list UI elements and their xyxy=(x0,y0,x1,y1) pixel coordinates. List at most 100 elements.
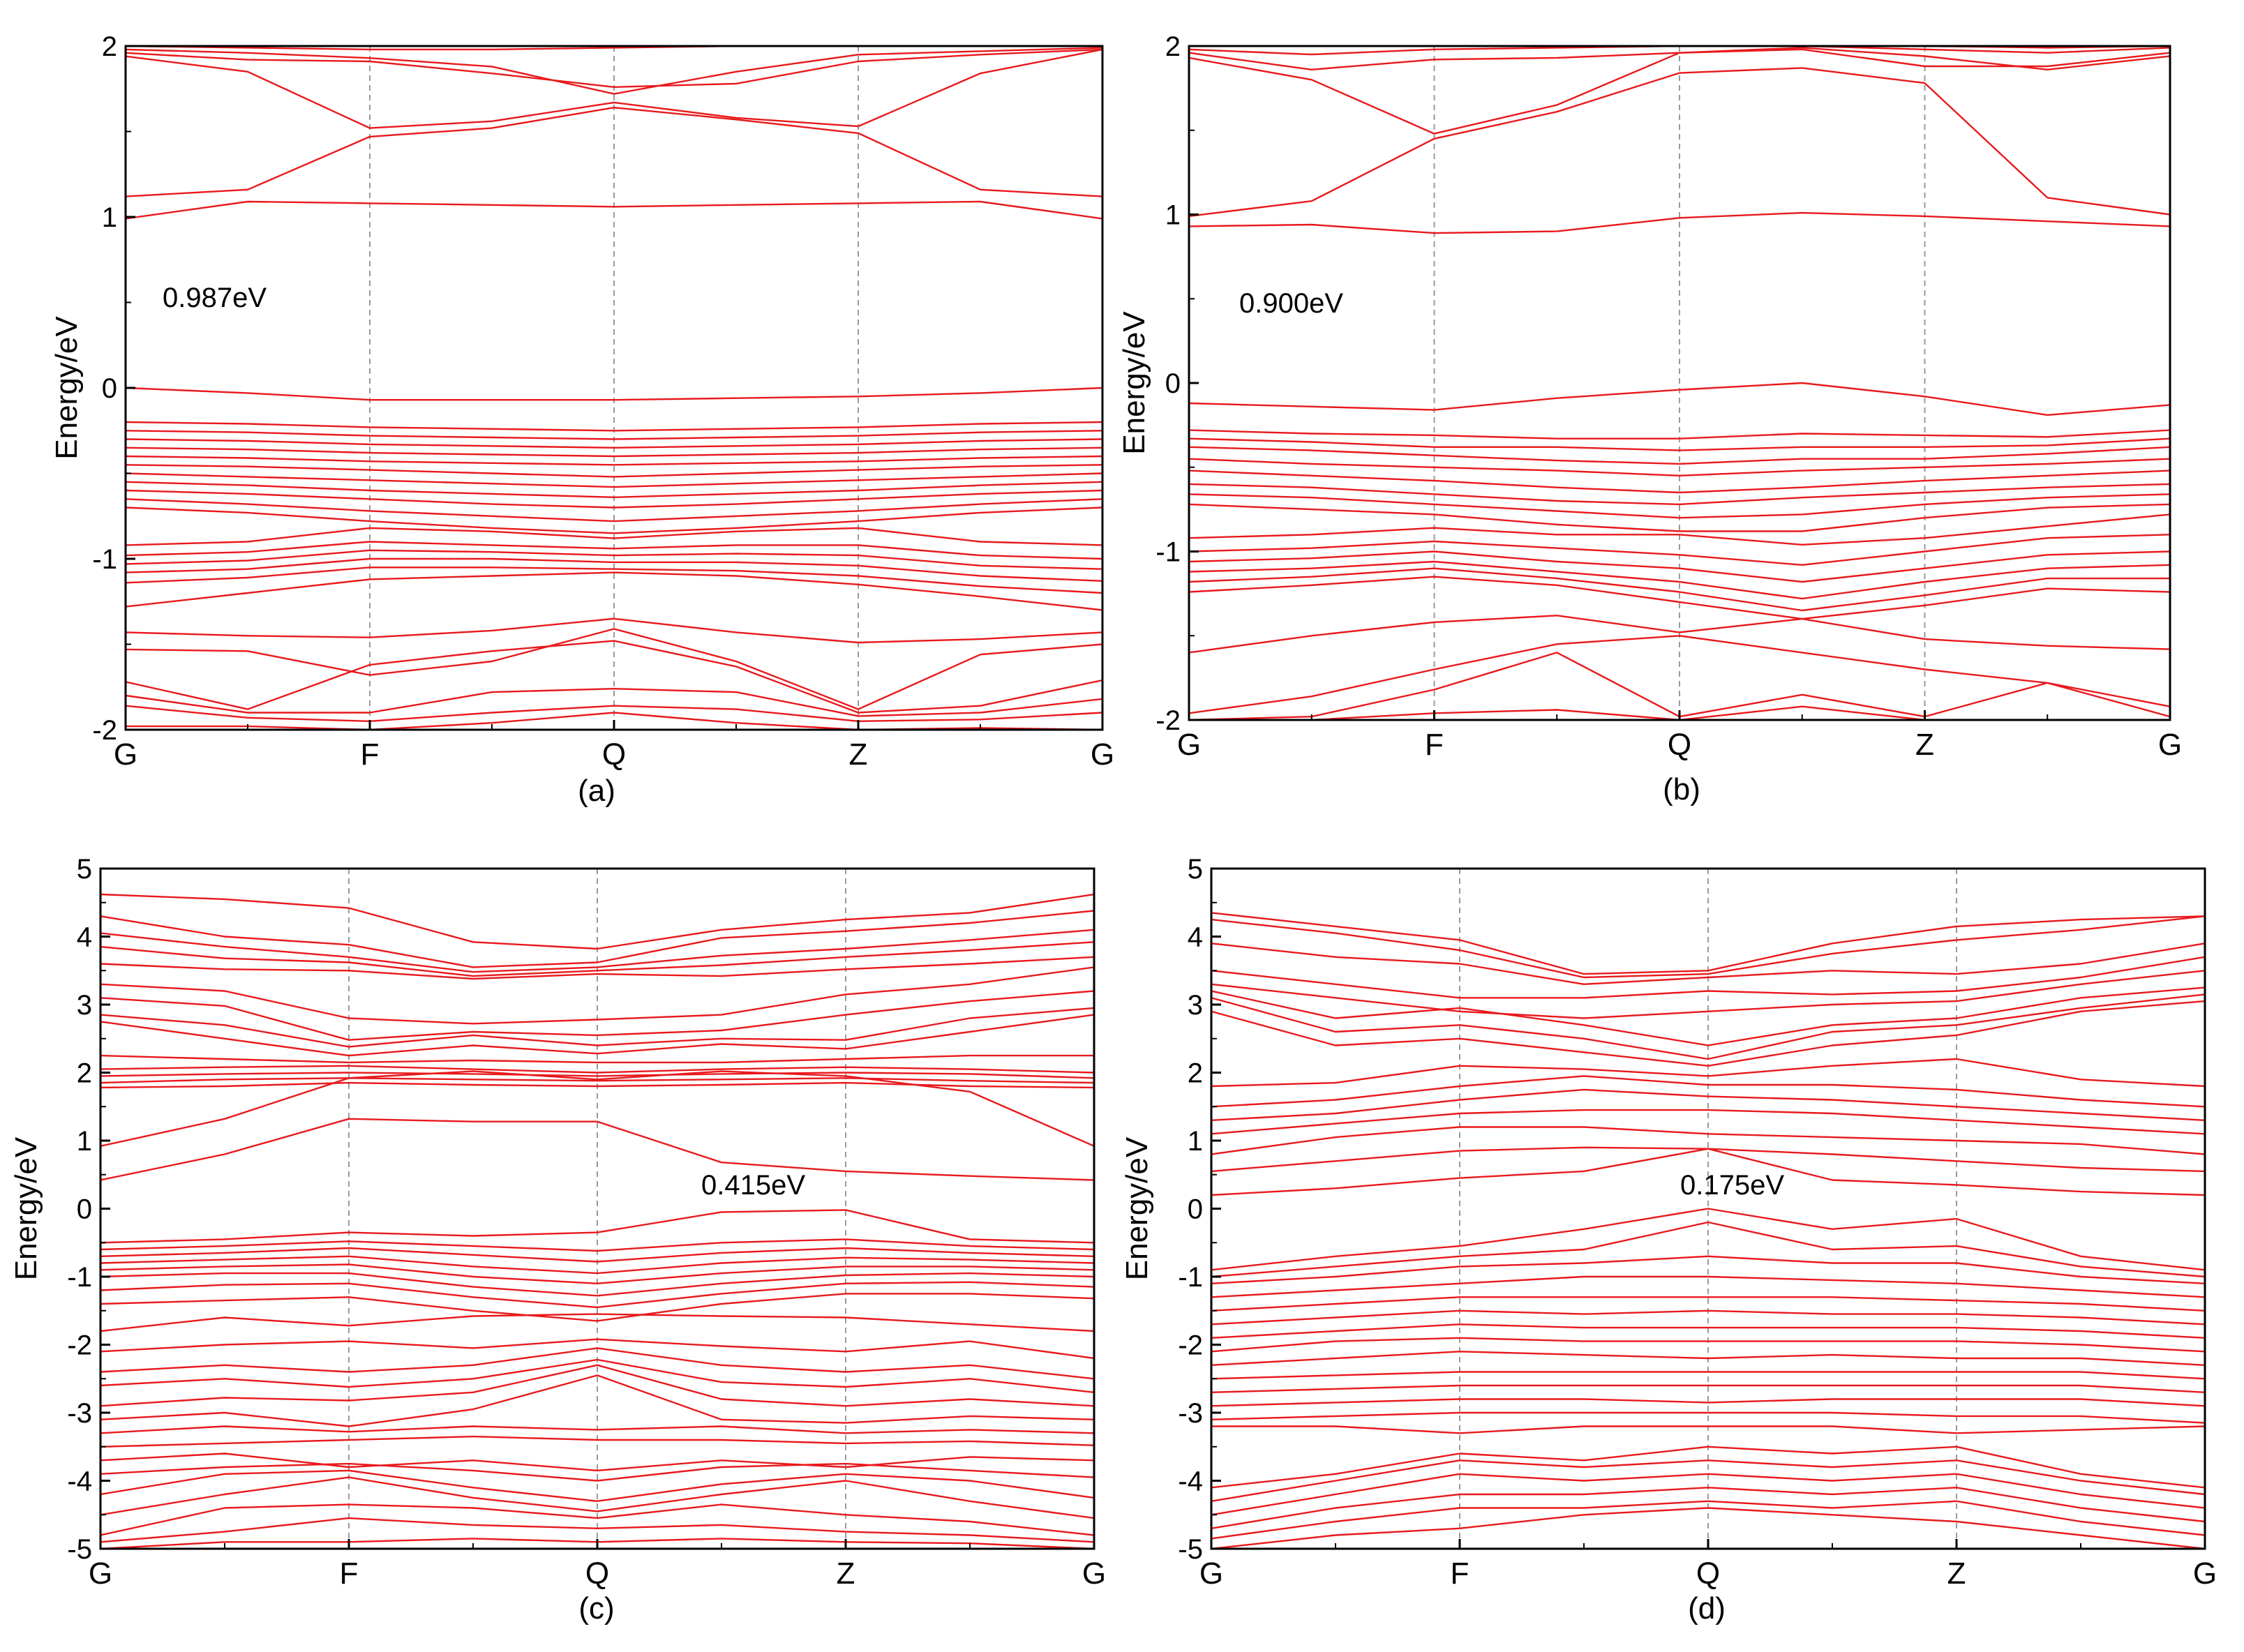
band-line-34 xyxy=(100,1469,1094,1503)
band-line-16 xyxy=(1211,1221,2205,1278)
y-tick-label-0: 5 xyxy=(77,854,92,885)
x-tick-label-4: G xyxy=(2193,1556,2217,1591)
band-line-12 xyxy=(100,1077,1094,1084)
y-tick-label-10: -5 xyxy=(67,1534,92,1565)
band-line-0 xyxy=(1189,46,2170,49)
y-tick-label-3: -1 xyxy=(92,544,117,575)
band-line-10 xyxy=(100,1065,1094,1074)
band-line-30 xyxy=(100,1425,1094,1434)
band-line-1 xyxy=(1189,46,2170,56)
band-gap-annotation: 0.987eV xyxy=(163,283,267,313)
band-line-2 xyxy=(126,48,1102,89)
band-line-20 xyxy=(126,549,1102,570)
band-line-29 xyxy=(1211,1446,2205,1489)
y-tick-label-1: 4 xyxy=(77,922,92,953)
band-line-1 xyxy=(126,47,1102,95)
band-line-34 xyxy=(1211,1507,2205,1549)
y-tick-label-0: 2 xyxy=(1165,31,1181,62)
x-tick-label-1: F xyxy=(1451,1556,1469,1591)
band-line-5 xyxy=(100,966,1094,1025)
band-line-11 xyxy=(100,1072,1094,1079)
band-line-7 xyxy=(100,1007,1094,1048)
band-line-24 xyxy=(1211,1371,2205,1380)
band-lines xyxy=(1189,46,2170,720)
band-line-16 xyxy=(126,498,1102,523)
band-line-4 xyxy=(1189,67,2170,218)
band-line-4 xyxy=(100,956,1094,980)
x-tick-label-1: F xyxy=(361,737,380,772)
band-line-17 xyxy=(1189,550,2170,583)
band-line-21 xyxy=(1211,1323,2205,1339)
band-line-8 xyxy=(1189,437,2170,451)
x-tick-label-0: G xyxy=(1199,1556,1223,1591)
x-tick-label-3: Z xyxy=(837,1556,855,1591)
band-line-3 xyxy=(100,941,1094,977)
x-tick-label-2: Q xyxy=(585,1556,609,1591)
y-tick-label-8: -3 xyxy=(67,1398,92,1429)
band-line-32 xyxy=(100,1452,1094,1472)
band-lines xyxy=(126,46,1102,730)
band-line-8 xyxy=(1211,1058,2205,1088)
band-line-14 xyxy=(1211,1148,2205,1196)
band-line-11 xyxy=(126,455,1102,466)
band-line-23 xyxy=(126,571,1102,611)
band-line-27 xyxy=(100,1358,1094,1393)
band-line-18 xyxy=(126,527,1102,546)
band-line-15 xyxy=(1189,513,2170,546)
band-line-16 xyxy=(100,1209,1094,1244)
band-line-25 xyxy=(126,628,1102,710)
band-line-23 xyxy=(100,1293,1094,1322)
band-line-5 xyxy=(126,200,1102,220)
y-tick-label-5: 0 xyxy=(77,1194,92,1225)
band-line-12 xyxy=(1211,1126,2205,1155)
y-tick-label-4: 1 xyxy=(77,1126,92,1157)
band-line-14 xyxy=(1189,503,2170,532)
x-tick-label-0: G xyxy=(114,737,137,772)
band-line-29 xyxy=(126,712,1102,730)
band-line-27 xyxy=(1211,1411,2205,1424)
band-line-13 xyxy=(1211,1146,2205,1173)
band-line-8 xyxy=(100,1014,1094,1057)
band-line-32 xyxy=(1211,1487,2205,1529)
y-tick-label-1: 1 xyxy=(102,202,117,233)
y-tick-label-3: 2 xyxy=(77,1058,92,1089)
band-line-19 xyxy=(1211,1296,2205,1312)
band-line-36 xyxy=(100,1503,1094,1536)
band-line-2 xyxy=(1211,943,2205,986)
band-line-1 xyxy=(1211,915,2205,979)
band-line-11 xyxy=(1211,1109,2205,1135)
band-line-33 xyxy=(1211,1500,2205,1540)
band-line-7 xyxy=(1211,1000,2205,1067)
band-line-3 xyxy=(126,48,1102,129)
band-line-14 xyxy=(100,1070,1094,1147)
y-tick-label-3: -1 xyxy=(1155,537,1181,568)
band-lines xyxy=(1211,912,2205,1549)
band-line-17 xyxy=(1211,1255,2205,1284)
panel-label: (c) xyxy=(578,1591,614,1625)
band-line-28 xyxy=(126,705,1102,723)
band-line-19 xyxy=(100,1255,1094,1275)
y-axis-title: Energy/eV xyxy=(9,1136,43,1280)
y-tick-label-4: 1 xyxy=(1188,1126,1203,1157)
band-line-22 xyxy=(1189,635,2170,714)
x-tick-label-4: G xyxy=(2158,728,2182,762)
band-line-24 xyxy=(126,617,1102,644)
y-tick-label-2: 3 xyxy=(77,990,92,1021)
x-tick-label-0: G xyxy=(1177,728,1201,762)
band-line-30 xyxy=(1211,1459,2205,1502)
band-line-18 xyxy=(100,1247,1094,1263)
band-line-21 xyxy=(100,1272,1094,1297)
panel-label: (a) xyxy=(578,774,615,808)
band-line-17 xyxy=(100,1238,1094,1252)
band-line-23 xyxy=(1211,1351,2205,1366)
x-tick-label-2: Q xyxy=(1696,1556,1720,1591)
band-line-6 xyxy=(100,990,1094,1041)
band-line-15 xyxy=(126,489,1102,509)
band-line-26 xyxy=(126,640,1102,714)
band-line-9 xyxy=(1189,446,2170,465)
y-tick-label-9: -4 xyxy=(1178,1466,1203,1497)
x-tick-label-1: F xyxy=(1425,728,1444,762)
band-line-6 xyxy=(1189,382,2170,416)
